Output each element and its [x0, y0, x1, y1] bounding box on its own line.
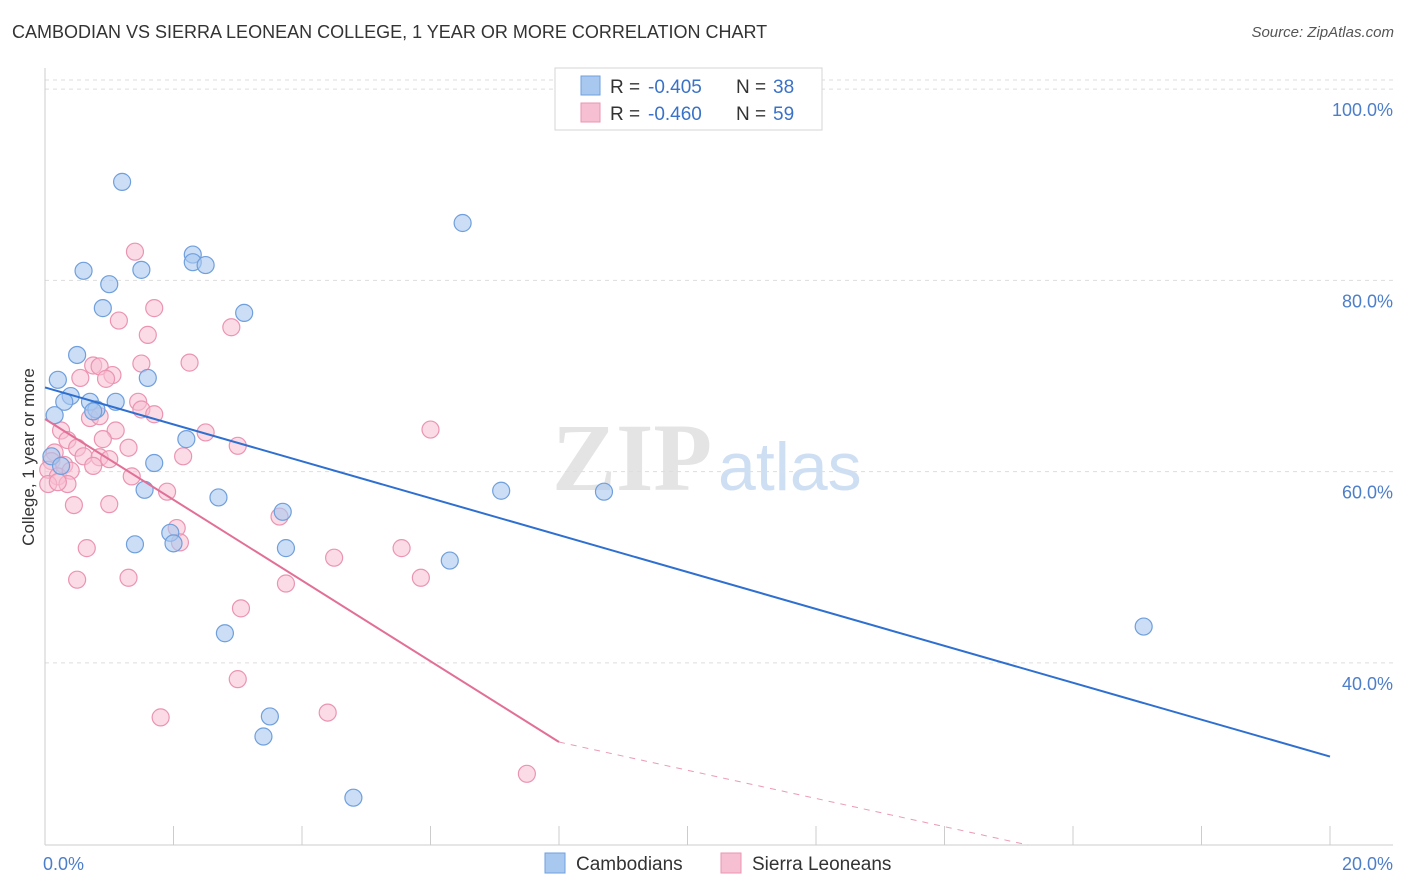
- legend-n-label-1: N =: [736, 77, 766, 98]
- point-sierra-leoneans-24: [119, 438, 138, 457]
- point-sierra-leoneans-42: [100, 495, 119, 514]
- point-sierra-leoneans-0: [125, 242, 145, 261]
- point-cambodians-19: [45, 406, 64, 425]
- trend-line-cambodians: [44, 386, 1331, 758]
- point-cambodians-10: [68, 345, 87, 365]
- point-sierra-leoneans-57: [517, 764, 536, 783]
- point-cambodians-23: [51, 456, 71, 475]
- point-cambodians-3: [132, 260, 151, 279]
- point-sierra-leoneans-19: [196, 423, 215, 442]
- point-sierra-leoneans-46: [77, 539, 96, 558]
- point-sierra-leoneans-1: [145, 299, 164, 318]
- point-sierra-leoneans-53: [231, 599, 251, 618]
- point-sierra-leoneans-51: [276, 574, 296, 593]
- point-cambodians-11: [48, 370, 67, 389]
- point-cambodians-7: [196, 255, 215, 275]
- point-sierra-leoneans-11: [96, 369, 116, 388]
- point-sierra-leoneans-37: [122, 467, 141, 486]
- series-cambodians-points: [42, 172, 1153, 807]
- point-cambodians-30: [125, 535, 145, 554]
- point-sierra-leoneans-48: [325, 548, 344, 567]
- point-cambodians-9: [235, 303, 254, 322]
- point-sierra-leoneans-2: [109, 311, 128, 330]
- point-sierra-leoneans-54: [228, 670, 247, 689]
- bottom-legend-swatch-sierra-leoneans: [720, 852, 742, 874]
- legend-r-value-2: -0.460: [648, 104, 702, 125]
- legend-n-value-1: 38: [773, 77, 794, 98]
- point-cambodians-1: [453, 213, 472, 233]
- point-sierra-leoneans-25: [228, 436, 247, 455]
- point-sierra-leoneans-3: [222, 318, 241, 337]
- legend-r-label-1: R =: [610, 77, 640, 98]
- point-cambodians-25: [209, 488, 228, 507]
- point-cambodians-20: [177, 430, 196, 449]
- x-tick-label-max: 20.0%: [1342, 854, 1393, 874]
- y-axis-label: College, 1 year or more: [19, 368, 38, 546]
- bottom-legend-swatch-cambodians: [544, 852, 566, 874]
- y-tick-label-80: 80.0%: [1342, 291, 1393, 311]
- point-sierra-leoneans-47: [392, 539, 411, 558]
- gridlines: [45, 79, 1393, 664]
- point-cambodians-12: [138, 368, 157, 388]
- point-sierra-leoneans-4: [138, 325, 157, 344]
- point-cambodians-36: [260, 707, 279, 726]
- bottom-legend-cambodians: Cambodians: [576, 854, 683, 875]
- legend-n-value-2: 59: [773, 104, 794, 125]
- point-cambodians-0: [112, 172, 132, 191]
- point-cambodians-27: [492, 481, 511, 500]
- point-sierra-leoneans-58: [48, 473, 67, 492]
- series-legend: Cambodians Sierra Leoneans: [544, 852, 891, 875]
- x-axis-ticks: [173, 826, 1331, 845]
- legend-swatch-sierra-leoneans: [580, 102, 601, 123]
- legend-n-label-2: N =: [736, 104, 766, 125]
- trend-lines: [44, 386, 1331, 846]
- point-sierra-leoneans-55: [151, 708, 170, 727]
- watermark-zip: ZIP: [552, 404, 712, 511]
- legend-swatch-cambodians: [580, 75, 601, 96]
- correlation-legend: R = -0.405 N = 38 R = -0.460 N = 59: [554, 67, 823, 131]
- point-cambodians-26: [273, 502, 292, 521]
- legend-r-value-1: -0.405: [648, 77, 702, 98]
- y-tick-label-100: 100.0%: [1332, 100, 1393, 120]
- y-tick-label-40: 40.0%: [1342, 674, 1393, 694]
- y-tick-labels: 40.0% 60.0% 80.0% 100.0%: [1332, 100, 1393, 694]
- point-cambodians-22: [145, 453, 164, 473]
- point-cambodians-5: [100, 275, 119, 294]
- point-cambodians-35: [215, 624, 234, 643]
- point-sierra-leoneans-5: [180, 353, 199, 372]
- point-cambodians-34: [1134, 617, 1153, 636]
- point-sierra-leoneans-40: [157, 482, 177, 501]
- x-tick-label-min: 0.0%: [43, 854, 84, 874]
- point-cambodians-32: [276, 539, 296, 558]
- point-sierra-leoneans-49: [68, 570, 87, 589]
- point-sierra-leoneans-33: [84, 456, 103, 475]
- trend-line-sierra-leoneans-extension: [558, 741, 1029, 846]
- point-sierra-leoneans-18: [106, 421, 125, 440]
- point-sierra-leoneans-52: [411, 568, 430, 587]
- bottom-legend-sierra-leoneans: Sierra Leoneans: [752, 854, 891, 875]
- point-cambodians-38: [344, 788, 363, 807]
- chart-title: CAMBODIAN VS SIERRA LEONEAN COLLEGE, 1 Y…: [12, 22, 768, 42]
- point-cambodians-33: [440, 551, 459, 570]
- point-cambodians-28: [594, 482, 614, 501]
- legend-r-label-2: R =: [610, 104, 640, 125]
- point-sierra-leoneans-22: [93, 430, 112, 449]
- point-cambodians-2: [74, 261, 93, 280]
- point-sierra-leoneans-30: [174, 447, 193, 466]
- y-tick-label-60: 60.0%: [1342, 483, 1393, 503]
- point-sierra-leoneans-41: [64, 495, 84, 515]
- point-cambodians-18: [84, 402, 103, 421]
- point-sierra-leoneans-56: [318, 703, 337, 722]
- watermark-atlas: atlas: [718, 429, 862, 505]
- point-sierra-leoneans-50: [119, 568, 138, 587]
- point-sierra-leoneans-20: [421, 420, 440, 439]
- point-cambodians-24: [135, 480, 154, 499]
- point-cambodians-37: [254, 727, 273, 746]
- trend-line-sierra-leoneans: [44, 418, 560, 743]
- source-note: Source: ZipAtlas.com: [1251, 24, 1394, 41]
- point-sierra-leoneans-9: [71, 368, 90, 388]
- point-cambodians-8: [93, 299, 112, 318]
- point-cambodians-31: [164, 534, 183, 553]
